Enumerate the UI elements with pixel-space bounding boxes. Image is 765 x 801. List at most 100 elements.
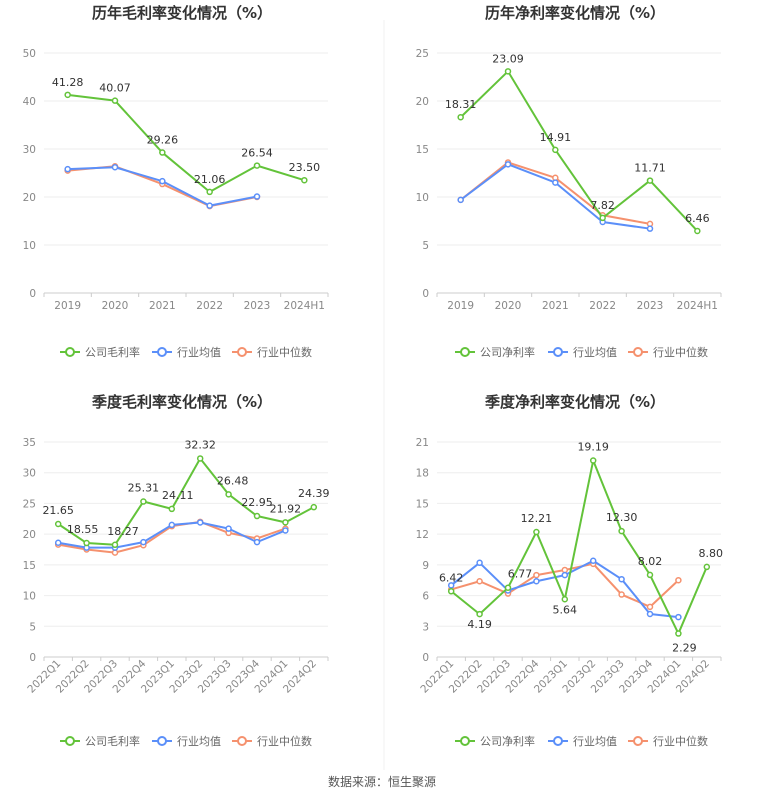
legend-swatch-marker [553,736,563,746]
data-point[interactable] [561,596,569,603]
legend-swatch-marker [553,347,563,357]
data-point[interactable] [504,68,512,75]
data-point[interactable] [552,179,559,186]
data-point[interactable] [675,630,682,637]
data-point[interactable] [282,519,289,526]
data-label: 4.19 [467,618,492,631]
legend-label: 行业中位数 [257,734,312,748]
legend-item-industry-median[interactable]: 行业中位数 [628,734,708,748]
data-point[interactable] [533,577,540,585]
legend-item-industry-average[interactable]: 行业均值 [152,735,221,748]
data-point[interactable] [533,571,540,579]
legend-item-company[interactable]: 公司净利率 [455,345,535,359]
data-point[interactable] [618,591,625,598]
y-tick-label: 20 [416,96,429,108]
data-point[interactable] [476,559,483,567]
legend-item-industry-median[interactable]: 行业中位数 [628,345,708,359]
legend-item-industry-median[interactable]: 行业中位数 [232,734,312,748]
legend-item-industry-average[interactable]: 行业均值 [548,346,617,359]
data-point[interactable] [83,539,90,547]
data-point[interactable] [196,455,204,462]
data-label: 24.39 [298,487,330,500]
data-point[interactable] [561,571,569,579]
data-point[interactable] [476,610,483,618]
legend-label: 公司毛利率 [85,734,140,748]
data-point[interactable] [111,541,119,549]
data-point[interactable] [476,577,483,585]
data-label: 40.07 [99,82,131,95]
data-point[interactable] [64,165,71,173]
data-point[interactable] [282,527,289,534]
data-point[interactable] [159,149,166,156]
data-point[interactable] [561,566,569,574]
data-point[interactable] [140,498,147,505]
data-point[interactable] [504,584,512,591]
data-point[interactable] [447,582,455,589]
data-point[interactable] [703,563,711,571]
data-point[interactable] [618,575,625,583]
data-point[interactable] [140,538,147,546]
data-point[interactable] [646,225,654,232]
data-point[interactable] [646,571,654,579]
data-point[interactable] [646,177,654,184]
data-point[interactable] [457,196,464,204]
data-point[interactable] [54,539,62,546]
data-point[interactable] [64,91,71,99]
data-point[interactable] [646,603,654,611]
y-tick-label: 10 [416,192,429,204]
data-point[interactable] [675,613,682,621]
data-point[interactable] [253,538,261,546]
data-point[interactable] [111,163,119,171]
data-point[interactable] [196,519,204,526]
data-point[interactable] [533,528,540,536]
data-point[interactable] [675,576,682,584]
data-point[interactable] [253,162,261,169]
data-label: 11.71 [634,162,666,175]
data-point[interactable] [646,610,654,618]
data-point[interactable] [253,512,261,520]
y-tick-label: 5 [29,621,36,633]
legend-item-company[interactable]: 公司净利率 [455,734,535,748]
data-label: 12.30 [606,511,638,524]
data-label: 23.50 [289,161,321,174]
legend-item-industry-average[interactable]: 行业均值 [152,346,221,359]
data-point[interactable] [599,214,606,222]
data-point[interactable] [225,491,232,498]
chart-title: 历年净利率变化情况（%） [485,4,665,22]
x-tick-label: 2023 [244,300,271,312]
data-point[interactable] [206,188,213,196]
data-point[interactable] [552,146,559,154]
legend-item-company[interactable]: 公司毛利率 [60,734,140,748]
data-point[interactable] [310,503,318,511]
series-company: 18.31 23.09 14.91 7.82 11.71 6.46 [445,52,710,235]
data-point[interactable] [589,557,597,565]
y-tick-label: 35 [23,437,36,449]
data-point[interactable] [618,527,625,535]
data-point[interactable] [447,588,455,595]
y-tick-label: 30 [23,144,36,156]
data-point[interactable] [589,457,597,464]
y-tick-label: 15 [23,560,36,572]
y-tick-label: 3 [422,621,429,633]
data-point[interactable] [301,176,308,184]
legend-item-company[interactable]: 公司毛利率 [60,345,140,359]
data-point[interactable] [54,520,62,528]
data-point[interactable] [694,227,701,235]
data-point[interactable] [111,97,119,104]
data-point[interactable] [168,505,176,513]
legend-item-industry-average[interactable]: 行业均值 [548,735,617,748]
data-label: 26.54 [241,147,273,160]
data-point[interactable] [168,521,176,529]
data-point[interactable] [253,193,261,200]
data-point[interactable] [206,202,213,209]
data-point[interactable] [457,113,464,121]
x-tick-label: 2023 [637,300,664,312]
data-label: 32.32 [184,438,216,451]
data-point[interactable] [159,177,166,185]
x-tick-label: 2022 [196,300,223,312]
y-tick-label: 0 [29,652,36,664]
data-point[interactable] [504,161,512,168]
legend-item-industry-median[interactable]: 行业中位数 [232,345,312,359]
data-point[interactable] [225,525,232,532]
